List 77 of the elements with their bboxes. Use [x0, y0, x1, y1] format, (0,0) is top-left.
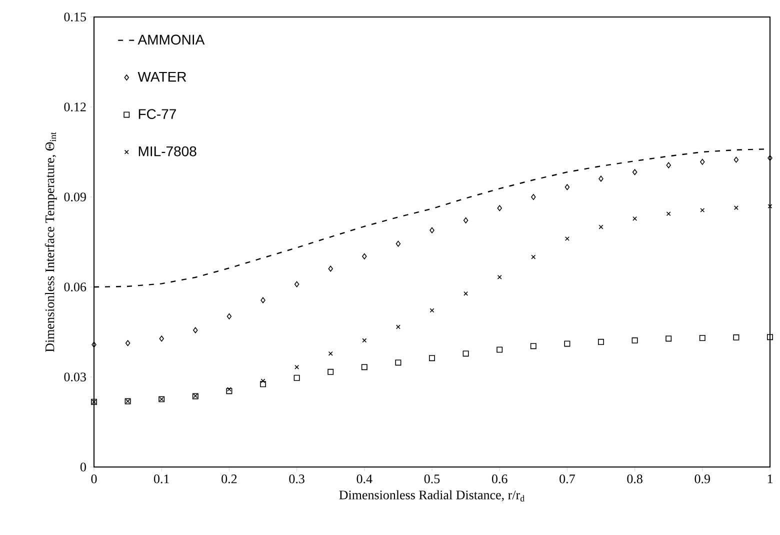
point — [733, 334, 740, 340]
point — [328, 351, 333, 356]
point — [564, 340, 570, 347]
point — [430, 227, 434, 234]
point — [395, 360, 402, 366]
x-tick-label: 0.1 — [154, 474, 169, 484]
point — [598, 338, 604, 345]
point — [260, 378, 266, 384]
y-tick-label: 0.03 — [64, 372, 86, 382]
point — [496, 346, 503, 353]
x-tick-label: 0.3 — [289, 474, 304, 484]
x-tick-label: 1 — [768, 474, 772, 484]
point — [226, 313, 232, 320]
point — [666, 336, 672, 342]
point — [734, 156, 739, 163]
point — [159, 336, 164, 342]
point — [734, 206, 738, 210]
point — [598, 176, 604, 182]
point — [429, 355, 435, 362]
point — [700, 158, 705, 165]
x-tick-label: 0.4 — [356, 474, 372, 484]
y-tick-label: 0.09 — [64, 192, 86, 202]
x-tick-label: 0.8 — [627, 474, 642, 484]
point — [531, 194, 536, 200]
y-tick-label: 0 — [80, 462, 86, 472]
legend-label: AMMONIA — [138, 34, 205, 45]
point — [462, 350, 469, 357]
point — [666, 212, 671, 216]
point — [564, 236, 570, 241]
x-tick-label: 0 — [91, 474, 97, 484]
point — [666, 162, 671, 168]
y-tick-label: 0.15 — [64, 12, 86, 22]
point — [362, 338, 367, 343]
point — [598, 224, 604, 230]
point — [699, 334, 706, 341]
x-tick-label: 0.5 — [424, 474, 440, 484]
point — [328, 368, 334, 375]
point — [531, 254, 536, 260]
point — [226, 387, 232, 392]
point — [632, 216, 638, 221]
x-axis-title: Dimensionless Radial Distance, r/r$_{d}$ — [339, 490, 525, 502]
point — [260, 297, 266, 304]
point — [464, 291, 468, 296]
point — [700, 208, 705, 212]
point — [497, 205, 502, 212]
point — [430, 308, 434, 313]
point — [530, 343, 536, 350]
point — [564, 184, 570, 190]
legend-label: MIL-7808 — [138, 146, 196, 156]
legend-label: FC-77 — [138, 109, 176, 120]
y-tick-label: 0.06 — [64, 282, 86, 292]
point — [226, 388, 232, 394]
point — [362, 253, 367, 260]
point — [396, 240, 401, 247]
y-axis-title: Dimensionless Interface Temperature, Θ$_{int}$ — [44, 132, 57, 352]
legend-label: WATER — [138, 72, 186, 82]
x-tick-label: 0.2 — [222, 474, 237, 484]
point — [767, 334, 773, 340]
point — [632, 169, 638, 176]
point — [193, 327, 198, 334]
point — [260, 381, 266, 388]
y-tick-label: 0.12 — [64, 102, 86, 112]
point — [768, 204, 772, 209]
x-tick-label: 0.9 — [694, 474, 710, 484]
point — [396, 324, 400, 330]
point — [125, 340, 130, 346]
point — [632, 337, 638, 344]
point — [361, 364, 368, 370]
point — [294, 374, 300, 381]
point — [92, 342, 96, 348]
point — [463, 217, 468, 224]
x-tick-label: 0.6 — [492, 474, 508, 484]
x-tick-label: 0.7 — [560, 474, 575, 484]
point — [328, 266, 333, 272]
point — [294, 364, 300, 370]
point — [497, 274, 502, 280]
point — [294, 281, 300, 288]
